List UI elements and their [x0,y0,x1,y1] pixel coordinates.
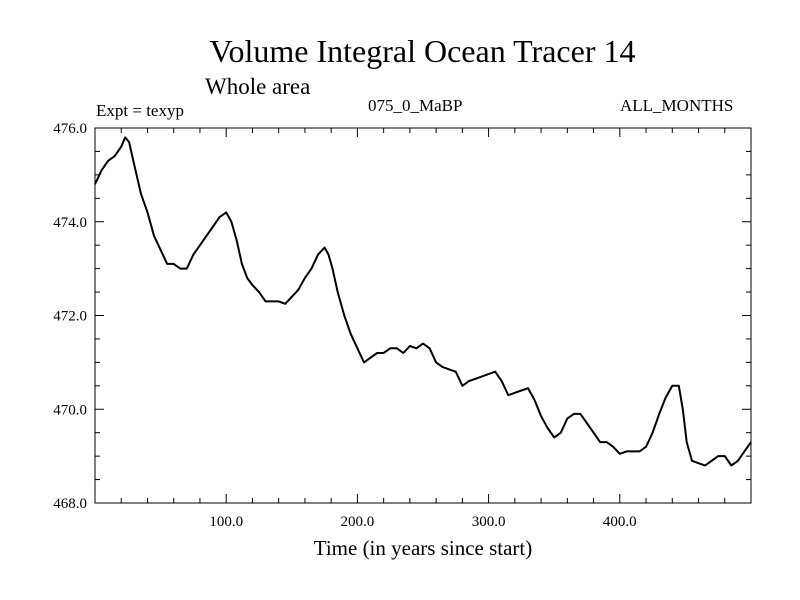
y-tick-label: 470.0 [53,402,87,418]
experiment-label: Expt = texyp [96,101,184,120]
y-tick-label: 474.0 [53,215,87,231]
x-tick-label: 300.0 [472,514,506,530]
y-tick-label: 468.0 [53,496,87,512]
case-label: 075_0_MaBP [368,96,463,115]
tick-labels: 100.0 200.0 300.0 400.0 468.0 470.0 472.0 474.0… [53,121,636,530]
plot-frame [94,127,752,504]
period-label: ALL_MONTHS [620,96,734,115]
chart-title: Volume Integral Ocean Tracer 14 [209,33,636,69]
x-tick-label: 200.0 [341,514,375,530]
x-tick-label: 100.0 [209,514,243,530]
y-tick-label: 476.0 [53,121,87,137]
x-axis-label: Time (in years since start) [313,536,533,560]
chart-subtitle: Whole area [205,74,311,99]
x-tick-label: 400.0 [603,514,637,530]
y-tick-label: 472.0 [53,309,87,325]
series-layer [94,136,752,467]
series-line [94,136,752,467]
axis-ticks [95,127,751,504]
